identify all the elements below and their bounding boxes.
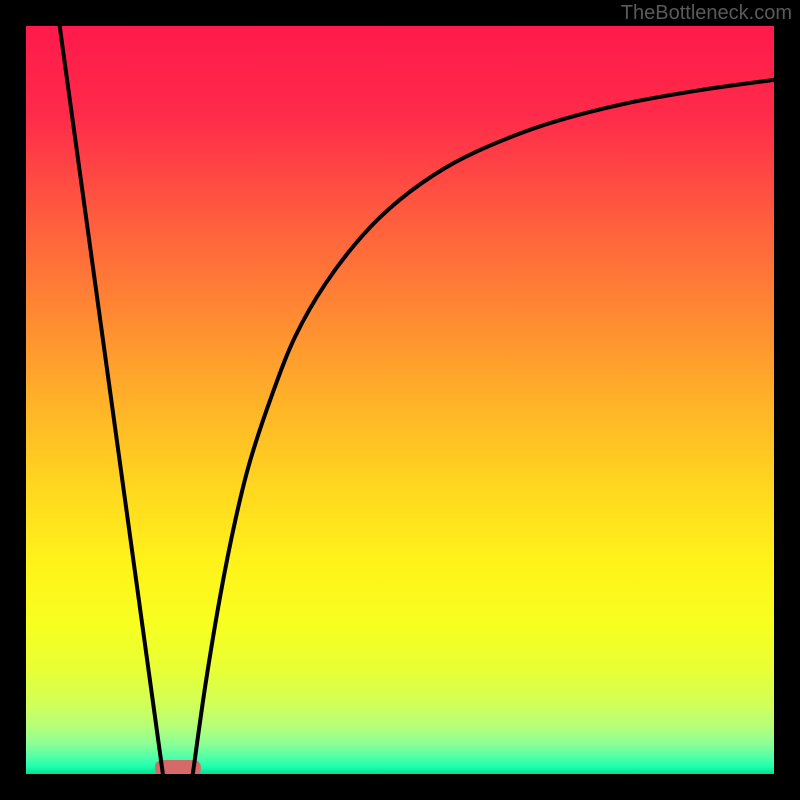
- watermark-text: TheBottleneck.com: [621, 2, 792, 25]
- chart-svg: [0, 0, 800, 800]
- bottleneck-chart: TheBottleneck.com: [0, 0, 800, 800]
